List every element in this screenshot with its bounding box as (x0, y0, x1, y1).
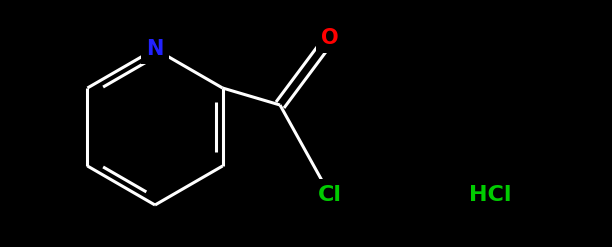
Text: Cl: Cl (318, 185, 342, 205)
Text: N: N (146, 39, 163, 59)
Text: HCl: HCl (469, 185, 511, 205)
Text: O: O (321, 28, 339, 48)
